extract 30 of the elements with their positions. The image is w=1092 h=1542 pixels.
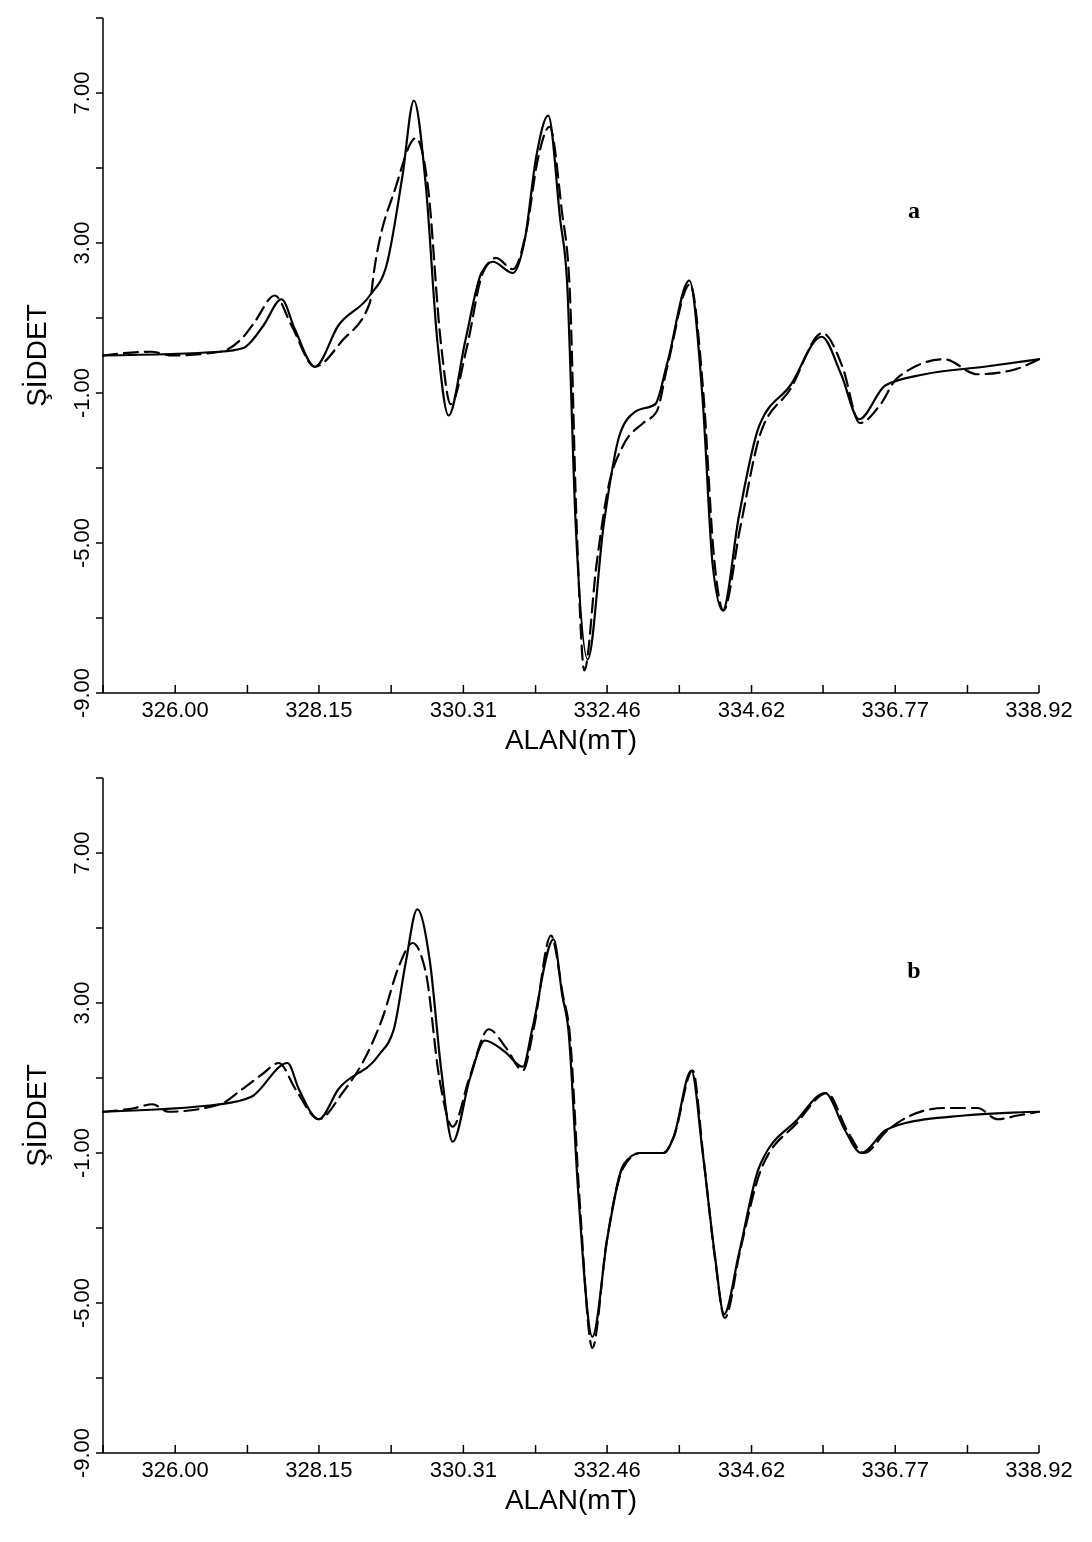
annotation: b: [907, 957, 921, 983]
x-tick-label: 328.15: [285, 1457, 353, 1482]
y-axis-title: ŞİDDET: [21, 304, 52, 407]
y-tick-label: -1.00: [69, 367, 94, 419]
x-tick-label: 330.31: [429, 1457, 498, 1482]
y-tick-label: -5.00: [69, 1277, 94, 1329]
x-tick-label: 334.62: [717, 1457, 786, 1482]
y-tick-label: 7.00: [69, 831, 94, 875]
y-tick-label: 3.00: [69, 221, 94, 265]
x-tick-label: 338.92: [1005, 1457, 1073, 1482]
y-tick-label: 3.00: [69, 981, 94, 1025]
x-axis-title: ALAN(mT): [504, 1484, 638, 1515]
x-axis-title: ALAN(mT): [504, 724, 638, 755]
x-tick-label: 328.15: [285, 697, 353, 722]
x-tick-label: 326.00: [141, 697, 209, 722]
y-tick-label: -9.00: [69, 667, 94, 719]
y-axis-title: ŞİDDET: [21, 1064, 52, 1167]
y-tick-label: -5.00: [69, 517, 94, 569]
x-tick-label: 332.46: [573, 1457, 641, 1482]
x-tick-label: 334.62: [717, 697, 786, 722]
y-tick-label: -1.00: [69, 1127, 94, 1179]
x-tick-label: 332.46: [573, 697, 641, 722]
x-tick-label: 338.92: [1005, 697, 1073, 722]
x-tick-label: 330.31: [429, 697, 498, 722]
y-tick-label: 7.00: [69, 71, 94, 115]
annotation: a: [908, 197, 920, 223]
x-tick-label: 336.77: [861, 1457, 929, 1482]
x-tick-label: 326.00: [141, 1457, 209, 1482]
y-tick-label: -9.00: [69, 1427, 94, 1479]
x-tick-label: 336.77: [861, 697, 929, 722]
